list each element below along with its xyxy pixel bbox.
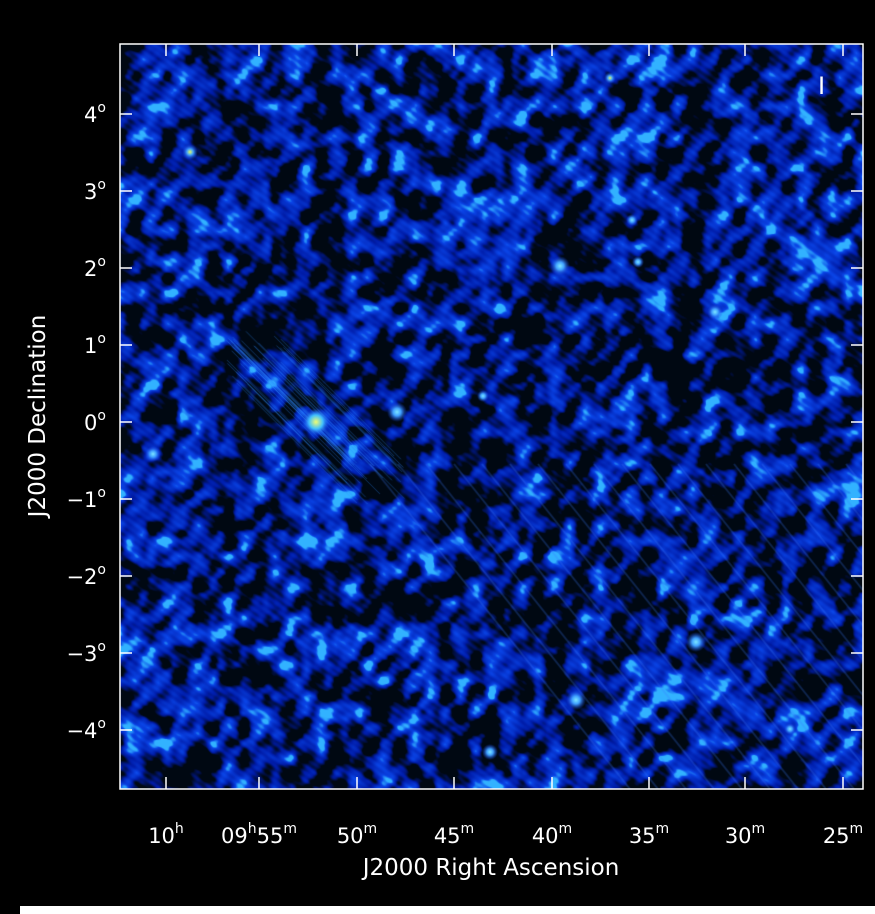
y-axis-title: J2000 Declination xyxy=(25,315,51,520)
y-tick-label: 1o xyxy=(84,331,106,358)
x-tick-label: 25m xyxy=(823,821,863,848)
y-ticks: 4o 3o 2o 1o 0o −1o −2o −3o −4o xyxy=(66,100,863,743)
y-tick-label: −2o xyxy=(66,562,106,589)
x-axis-title: J2000 Right Ascension xyxy=(361,855,620,881)
bottom-band xyxy=(20,906,875,914)
y-tick-label: 3o xyxy=(84,177,106,204)
y-tick-label: 4o xyxy=(84,100,106,127)
y-tick-label: −4o xyxy=(66,716,106,743)
x-ticks: 10h 09h55m 50m 45m 40m 35m 30m 25m xyxy=(148,44,863,848)
figure: 10h 09h55m 50m 45m 40m 35m 30m 25m 4o 3o 2o 1o 0o −1… xyxy=(0,6,875,906)
y-tick-label: −1o xyxy=(66,485,106,512)
y-tick-label: −3o xyxy=(66,639,106,666)
radio-sky-image xyxy=(120,44,863,789)
x-tick-label: 45m xyxy=(434,821,474,848)
y-tick-label: 0o xyxy=(84,408,106,435)
x-tick-label: 50m xyxy=(337,821,377,848)
x-tick-label: 10h xyxy=(148,821,184,848)
x-tick-label: 35m xyxy=(629,821,669,848)
x-tick-label: 09h55m xyxy=(221,821,297,848)
y-tick-label: 2o xyxy=(84,254,106,281)
axes-overlay: 10h 09h55m 50m 45m 40m 35m 30m 25m 4o 3o 2o 1o 0o −1… xyxy=(25,43,864,881)
top-band xyxy=(0,0,875,6)
plot-frame xyxy=(119,43,864,790)
stokes-label: I xyxy=(818,72,825,100)
x-tick-label: 30m xyxy=(725,821,765,848)
x-tick-label: 40m xyxy=(532,821,572,848)
